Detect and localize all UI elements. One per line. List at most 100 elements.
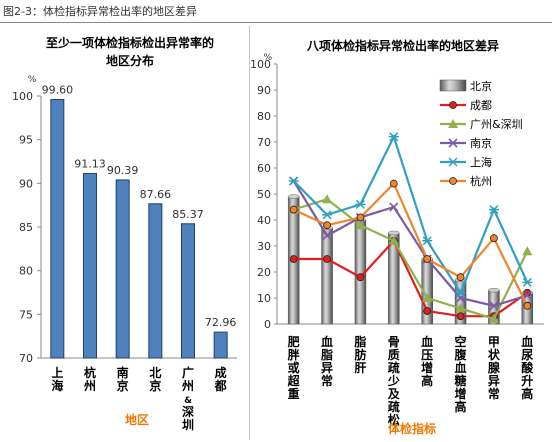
legend-label: 杭州 [470, 174, 492, 188]
legend-marker [449, 177, 457, 185]
bar-value-label: 90.39 [107, 164, 139, 177]
data-point [356, 213, 365, 222]
x-tick-label: 北京 [149, 365, 161, 393]
legend-swatch [439, 79, 467, 92]
x-tick-label-char: 肪 [354, 347, 366, 362]
x-tick-label-char: 海 [51, 378, 63, 393]
bar [50, 98, 65, 359]
x-tick-label-char: 血 [321, 334, 333, 349]
data-point [422, 293, 433, 302]
data-point [490, 234, 498, 243]
bar [321, 227, 333, 325]
y-unit-label: % [28, 75, 37, 85]
bar-value-label: 85.37 [172, 208, 204, 221]
x-tick-label-char: 超 [287, 373, 301, 388]
x-tick-label-char: 糖 [455, 373, 467, 388]
legend-label: 上海 [470, 155, 492, 169]
y-tick-label: 40 [257, 214, 271, 227]
x-tick-label-char: 北 [149, 365, 161, 380]
bar [181, 223, 195, 359]
series-line [292, 133, 529, 296]
data-point [522, 246, 533, 256]
legend-marker [449, 101, 457, 109]
data-point [288, 176, 299, 186]
y-tick-label: 90 [257, 84, 271, 97]
x-tick-label-char: 州 [83, 379, 96, 393]
x-tick-label-char: 高 [521, 386, 533, 401]
x-tick-label-char: 酸 [521, 360, 534, 375]
data-point [455, 288, 466, 298]
y-unit-label: % [263, 53, 272, 63]
y-tick-label: 100 [250, 58, 271, 71]
x-tick-label-char: 成 [215, 365, 227, 380]
data-point [488, 205, 499, 215]
y-tick-label: 95 [19, 134, 33, 147]
data-point [455, 303, 466, 313]
legend-label: 广州&深圳 [470, 118, 523, 131]
x-tick-label-char: 血 [521, 334, 533, 349]
y-tick-label: 10 [257, 292, 271, 305]
x-tick-label-char: 广 [182, 365, 194, 380]
x-tick-label-char: 深 [182, 404, 194, 419]
y-tick-label: 60 [257, 162, 271, 175]
right-combo-chart: 八项体检指标异常检出率的地区差异% 0 10 20 30 40 50 60 70 80 90 100 北… [250, 38, 544, 436]
x-tick-label-char: 增 [421, 360, 433, 375]
x-tick-label-char: 增 [455, 386, 467, 401]
line-series [288, 194, 533, 323]
x-tick-label-char: 都 [214, 378, 227, 393]
x-tick-label-char: 州 [181, 379, 194, 393]
bar-cap [488, 287, 500, 293]
legend-marker [448, 119, 458, 128]
y-tick-label: 80 [257, 110, 271, 123]
x-tick-label-char: 腹 [455, 347, 468, 362]
data-point [523, 301, 532, 310]
x-tick-label-char: 血 [421, 334, 433, 349]
x-tick-label: 杭州 [83, 365, 96, 393]
x-tick-label-char: 京 [149, 378, 161, 393]
data-point [322, 194, 333, 204]
series-line [293, 197, 529, 321]
data-point [488, 313, 499, 323]
data-point [389, 179, 398, 188]
x-tick-label-char: 脂 [353, 334, 366, 349]
x-tick-label-char: 松 [388, 412, 400, 427]
chart-title: 八项体检指标异常检出率的地区差异 [306, 38, 499, 53]
x-tick-label-char: 少 [387, 373, 400, 388]
bar-cap [388, 230, 400, 236]
data-point [323, 255, 331, 263]
x-tick-label-char: 血 [455, 360, 467, 375]
x-tick-label-char: 及 [388, 387, 401, 401]
x-axis-title: 体检指标 [388, 421, 436, 436]
line-series [288, 132, 533, 298]
data-point [423, 307, 432, 315]
y-tick-label: 75 [19, 308, 33, 321]
x-tick-label-char: 杭 [84, 365, 96, 380]
data-point [422, 236, 433, 246]
x-tick-label-char: 常 [321, 373, 333, 388]
y-tick-label: 50 [257, 188, 271, 201]
legend-label: 北京 [470, 79, 492, 93]
series-line [292, 180, 528, 307]
x-tick-label-char: 高 [455, 399, 467, 414]
x-tick-label-char: 重 [288, 386, 300, 401]
data-point [522, 277, 533, 287]
x-axis-title: 地区 [125, 412, 149, 427]
x-tick-label-char: 京 [117, 378, 129, 393]
data-point [456, 312, 465, 321]
legend-marker [448, 157, 458, 167]
y-tick-label: 20 [257, 266, 271, 279]
legend-label: 南京 [470, 136, 492, 150]
y-tick-label: 85 [19, 221, 33, 234]
x-tick-label-char: 脂 [320, 347, 333, 362]
x-tick-label-char: 疏 [388, 360, 400, 375]
bar-value-label: 99.60 [42, 83, 74, 96]
y-tick-label: 90 [19, 177, 33, 190]
